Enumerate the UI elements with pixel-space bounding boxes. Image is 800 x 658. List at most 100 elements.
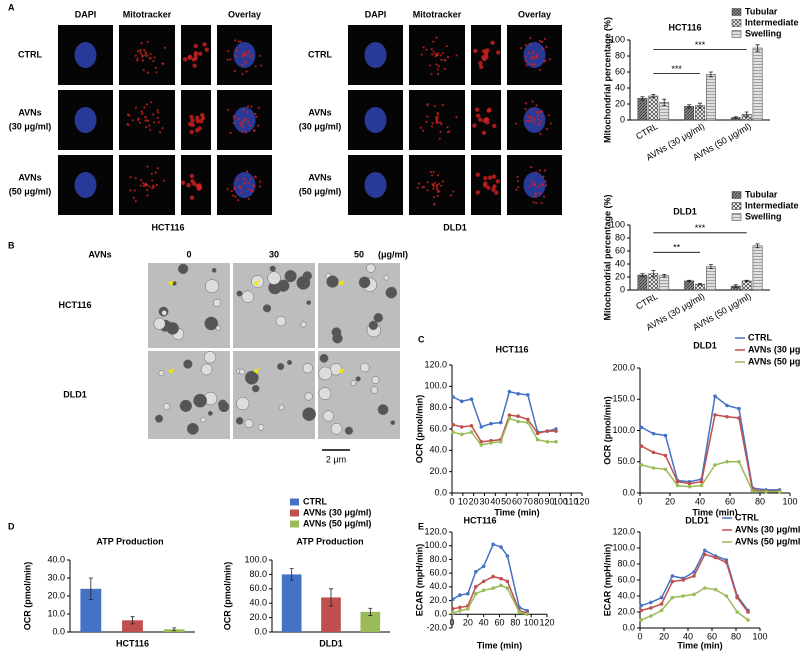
column-header: Overlay xyxy=(518,9,551,19)
column-header: Mitotracker xyxy=(413,9,462,19)
error-bar xyxy=(368,607,373,616)
mitochondria xyxy=(435,115,438,118)
error-bar xyxy=(172,627,177,632)
mitochondria xyxy=(143,48,146,52)
mitochondria xyxy=(438,190,441,193)
mitochondria xyxy=(244,51,247,54)
mitochondria xyxy=(141,54,144,57)
mitochondria xyxy=(436,121,439,124)
error-bar xyxy=(733,284,738,288)
y-tick-label: 60 xyxy=(615,245,625,255)
y-tick-label: 10.0 xyxy=(47,608,65,618)
mitochondria xyxy=(145,188,149,191)
mitochondria xyxy=(142,69,145,72)
legend-swatch-pattern xyxy=(732,19,741,27)
mitochondria xyxy=(525,64,528,67)
arrowhead xyxy=(168,368,174,374)
point xyxy=(713,463,717,467)
x-tick-label: 0 xyxy=(449,618,454,628)
point xyxy=(450,607,455,611)
mitochondria xyxy=(438,121,441,124)
point xyxy=(505,586,510,591)
point xyxy=(459,425,464,429)
mitochondria xyxy=(252,129,256,132)
y-tick-label: 0 xyxy=(620,284,625,294)
point xyxy=(681,578,685,582)
mitochondria xyxy=(246,105,250,108)
y-tick-label: 20.0 xyxy=(249,612,267,622)
y-tick-label: 60.0 xyxy=(617,574,635,584)
mitochondria xyxy=(496,50,501,55)
mitochondria xyxy=(455,54,458,57)
chart-title: HCT116 xyxy=(463,515,496,525)
mitochondria xyxy=(156,167,159,170)
mitochondria xyxy=(435,36,438,39)
mitochondria xyxy=(540,201,543,204)
point xyxy=(554,440,558,444)
mitochondria xyxy=(532,116,535,119)
point xyxy=(639,603,643,608)
bar xyxy=(80,588,102,632)
point xyxy=(450,597,455,601)
mitochondria xyxy=(537,111,540,114)
mitochondria xyxy=(145,103,149,106)
point xyxy=(725,459,729,464)
organelle xyxy=(302,363,313,374)
x-tick-label: 90 xyxy=(544,496,554,506)
dose-label: 0 xyxy=(186,249,191,259)
point xyxy=(491,586,495,591)
point xyxy=(737,406,741,411)
mitochondria xyxy=(525,59,528,62)
legend-label: Intermediate xyxy=(745,200,799,210)
point xyxy=(746,618,750,622)
bar-pattern xyxy=(684,106,694,120)
mitochondria xyxy=(436,188,439,192)
mitochondria xyxy=(416,186,419,189)
mitochondria xyxy=(140,110,143,113)
point xyxy=(724,594,729,598)
mitochondria xyxy=(527,119,530,123)
row-label: CTRL xyxy=(18,49,42,59)
mitochondria xyxy=(250,105,253,108)
mitochondria xyxy=(146,40,149,44)
mitochondria xyxy=(248,124,252,127)
organelle xyxy=(204,316,219,331)
point xyxy=(473,569,478,574)
organelle xyxy=(385,286,398,299)
mitochondria xyxy=(441,180,445,183)
point xyxy=(713,413,717,417)
point xyxy=(735,595,739,600)
mitochondria xyxy=(191,57,196,62)
mitochondria xyxy=(531,63,535,66)
mitochondria xyxy=(494,190,499,195)
mitochondria xyxy=(250,54,253,57)
organelle xyxy=(344,426,353,435)
x-tick-label: 60 xyxy=(725,496,735,506)
point xyxy=(725,414,729,419)
mitochondria xyxy=(542,175,545,178)
row-label: AVNs xyxy=(308,172,331,182)
mitochondria xyxy=(242,52,245,55)
point xyxy=(525,612,530,617)
mitochondria xyxy=(157,111,160,114)
mitochondria xyxy=(535,104,538,107)
organelle xyxy=(296,275,311,290)
mitochondria xyxy=(195,115,200,121)
y-tick-label: 20.0 xyxy=(617,606,635,616)
organelle xyxy=(155,414,164,423)
mitochondria xyxy=(182,57,188,62)
x-tick-label: 20 xyxy=(469,496,479,506)
point xyxy=(713,555,718,560)
mitochondria xyxy=(139,179,143,182)
mitochondria xyxy=(524,55,527,58)
mitochondria xyxy=(475,113,481,118)
point xyxy=(469,424,474,428)
bar xyxy=(321,597,341,632)
mitochondria xyxy=(192,63,197,68)
y-tick-label: 20.0 xyxy=(429,466,447,476)
mitochondria xyxy=(491,174,497,179)
mitochondria xyxy=(244,59,247,62)
mitochondria xyxy=(539,110,542,114)
legend-swatch-pattern xyxy=(732,213,741,221)
y-tick-label: 80.0 xyxy=(429,402,447,412)
